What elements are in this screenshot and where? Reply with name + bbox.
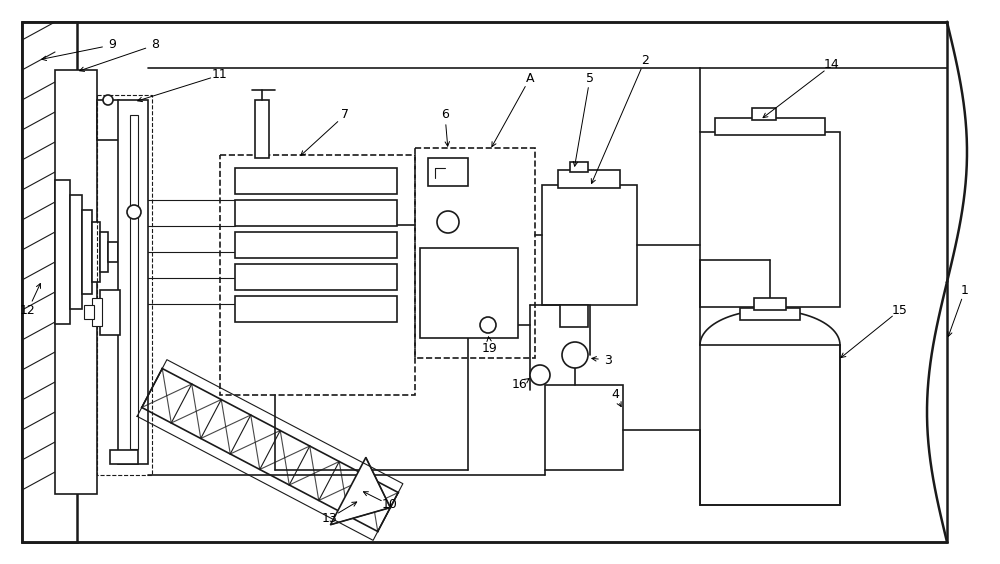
Bar [715,118,825,135]
Circle shape [530,365,550,385]
Bar [55,180,70,324]
Bar [235,168,397,194]
Bar [415,148,535,358]
Bar [92,222,100,282]
Bar [70,195,82,309]
Bar [220,155,415,395]
Text: 10: 10 [382,499,398,512]
Bar [428,158,468,186]
Text: 14: 14 [824,59,840,72]
Text: 13: 13 [322,512,338,525]
Bar [55,70,97,494]
Bar [235,232,397,258]
Bar [700,345,840,505]
Bar [97,100,119,140]
Text: 3: 3 [604,354,612,367]
Bar [110,450,138,464]
Polygon shape [330,457,390,525]
Bar [255,100,269,158]
Bar [570,162,588,172]
Bar [118,100,148,464]
Bar [700,132,840,307]
Text: 4: 4 [611,389,619,402]
Bar [560,305,588,327]
Bar [100,232,108,272]
Bar [740,308,800,320]
Bar [752,108,776,120]
Bar [558,170,620,188]
Bar [130,115,138,449]
Bar [97,95,152,475]
Text: 8: 8 [151,38,159,51]
Text: 19: 19 [482,341,498,355]
Bar [545,385,623,470]
Text: 11: 11 [212,68,228,82]
Text: 15: 15 [892,303,908,316]
Bar [235,296,397,322]
Circle shape [127,205,141,219]
Text: 2: 2 [641,54,649,67]
Bar [22,22,77,542]
Circle shape [103,95,113,105]
Circle shape [562,342,588,368]
Bar [100,290,120,335]
Bar [235,200,397,226]
Bar [235,264,397,290]
Text: 9: 9 [108,38,116,51]
Text: 16: 16 [512,378,528,391]
Bar [82,210,92,294]
Text: 5: 5 [586,72,594,85]
Text: 1: 1 [961,284,969,297]
Bar [92,298,102,326]
Circle shape [437,211,459,233]
Bar [542,185,637,305]
Text: A: A [526,72,534,85]
Text: 7: 7 [341,108,349,121]
Bar [84,305,94,319]
Bar [754,298,786,310]
Bar [108,242,118,262]
Text: 6: 6 [441,108,449,121]
Bar [420,248,518,338]
Text: 12: 12 [20,303,36,316]
Circle shape [480,317,496,333]
